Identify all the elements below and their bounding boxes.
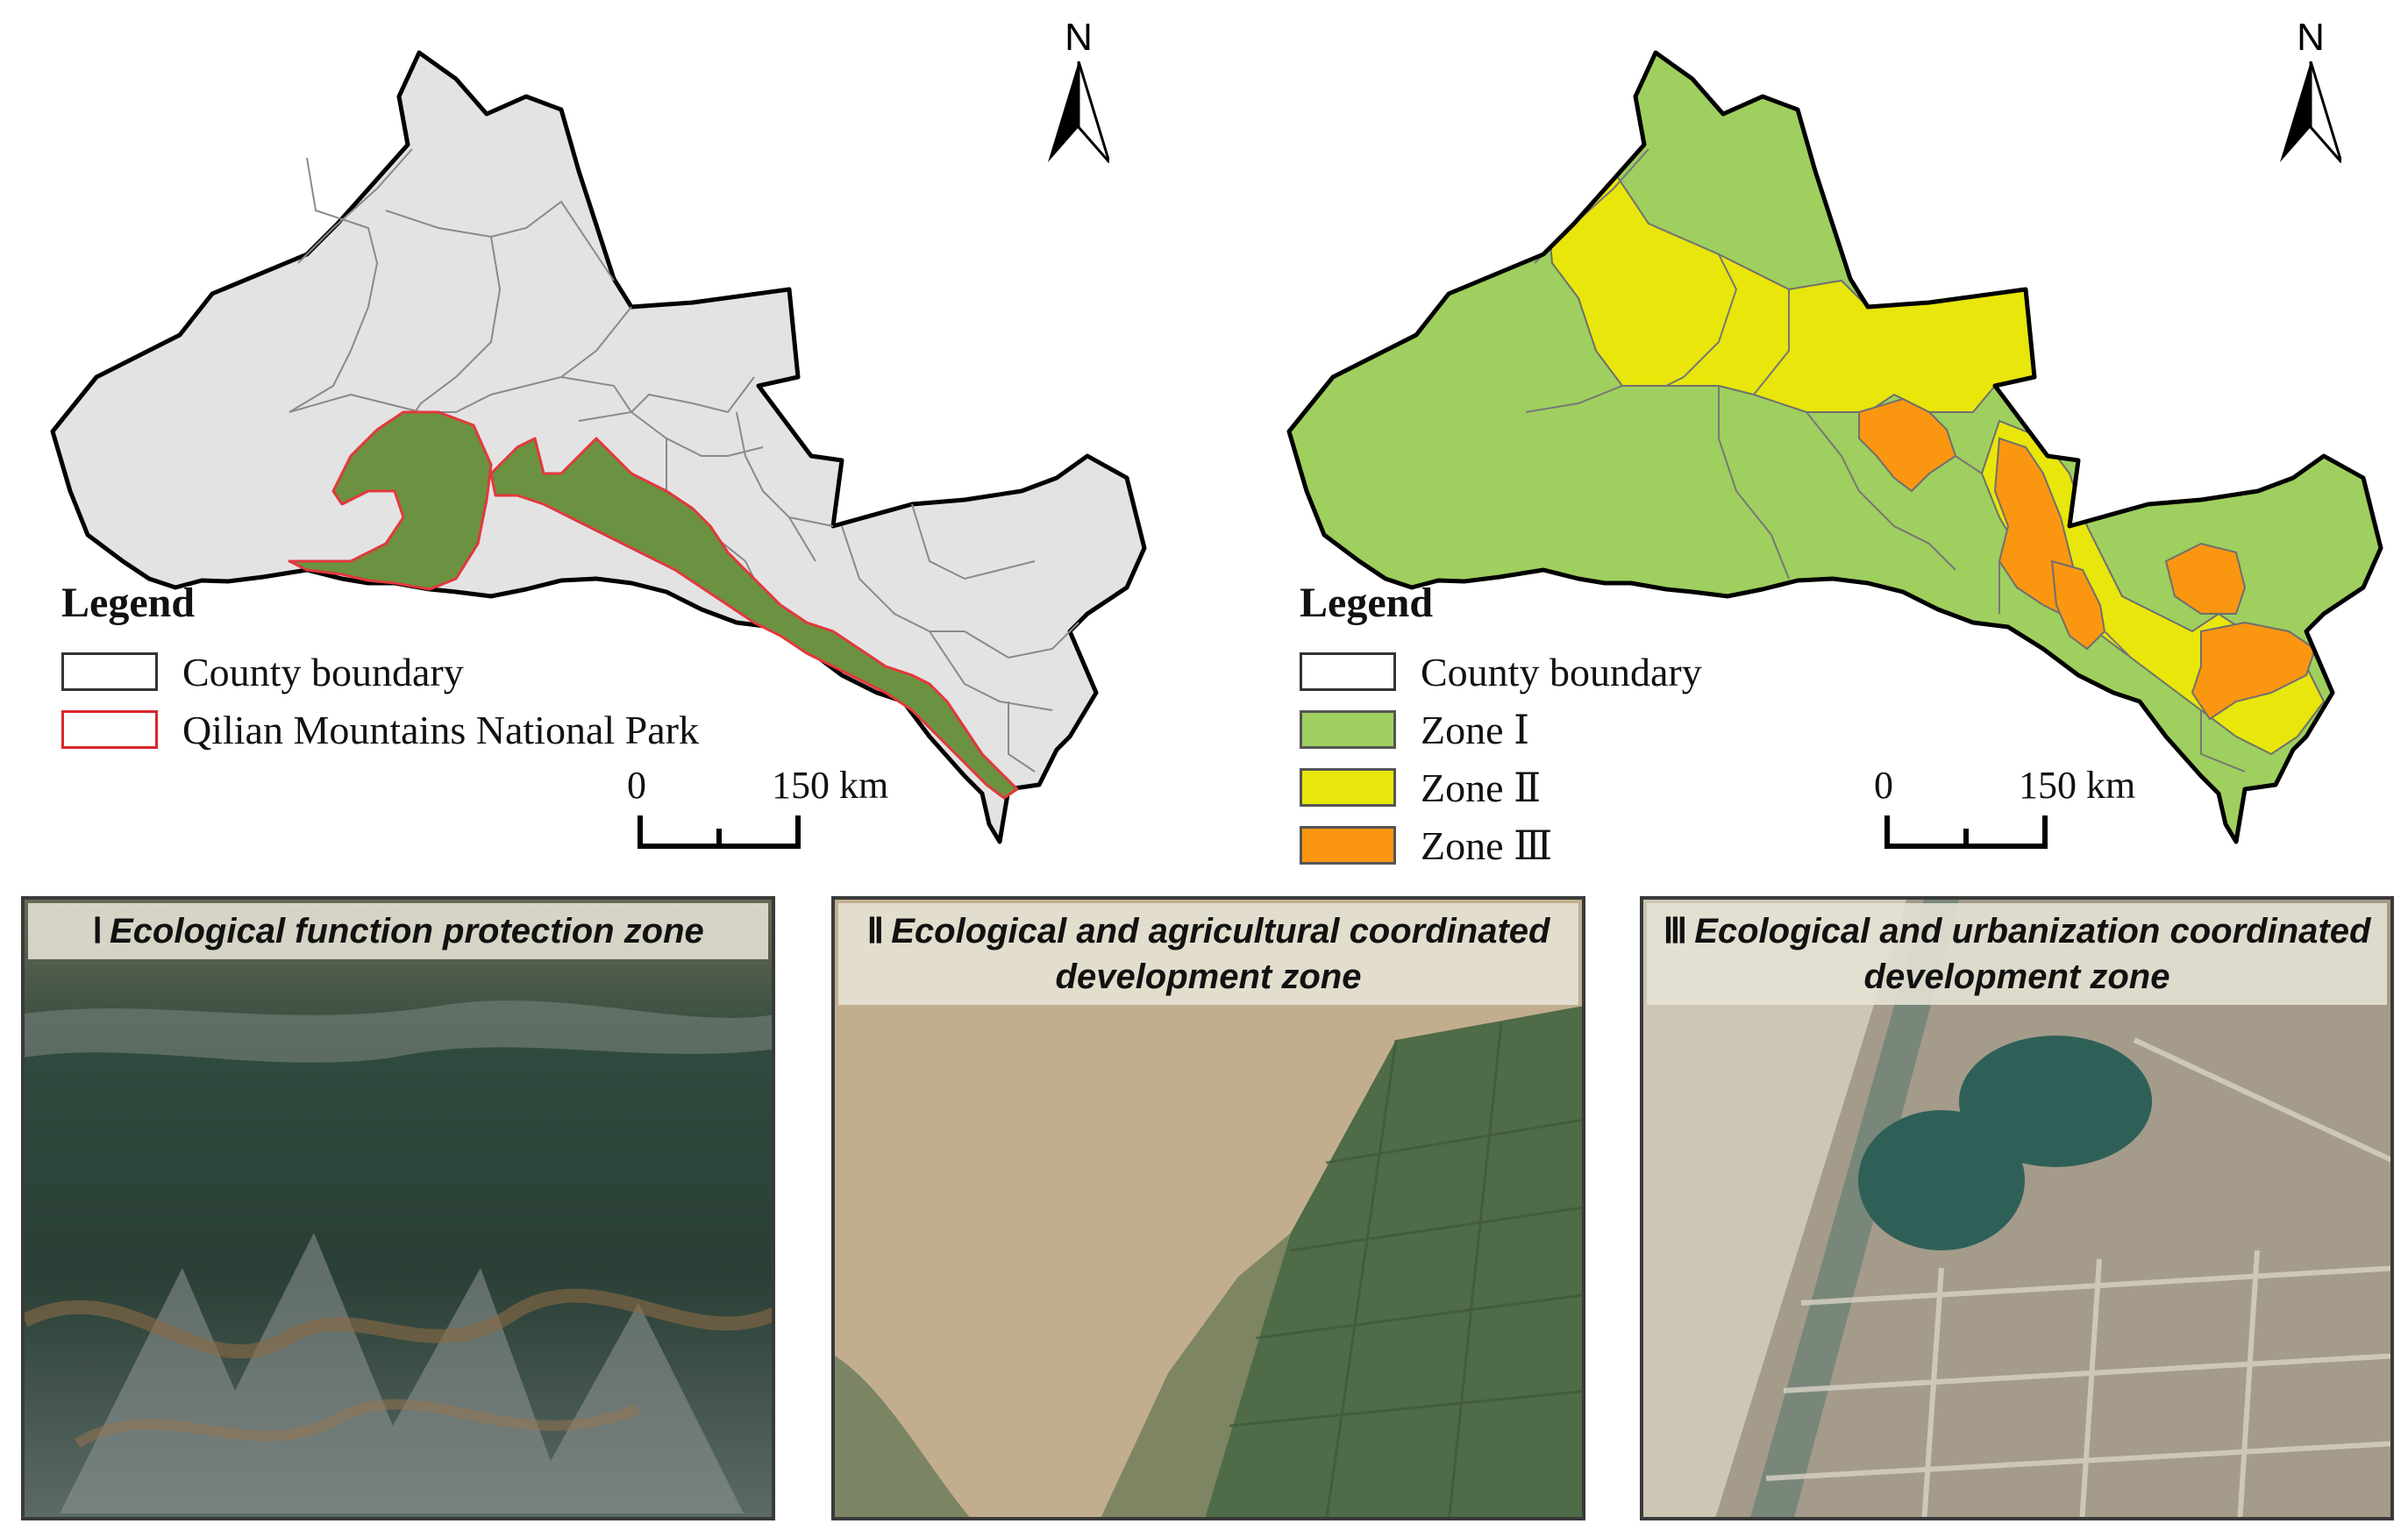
legend-label: Zone Ⅱ bbox=[1421, 765, 1542, 810]
zone-3-fill bbox=[2050, 559, 2106, 651]
scale-bar-icon bbox=[1884, 815, 2048, 849]
study-region-outline bbox=[1286, 50, 2383, 844]
scale-bar-icon bbox=[638, 815, 801, 849]
zone-numeral: Ⅲ bbox=[1663, 911, 1688, 951]
satellite-image-mountains bbox=[25, 900, 772, 1517]
zone-3-fill bbox=[2191, 621, 2317, 721]
legend-label: Qilian Mountains National Park bbox=[182, 707, 699, 752]
left-map-panel: N Legend County boundary Qilian Mountain… bbox=[0, 0, 1204, 877]
legend-title: Legend bbox=[61, 580, 196, 626]
north-arrow: N bbox=[1039, 16, 1118, 165]
zone-3-fill bbox=[2164, 542, 2247, 615]
north-label: N bbox=[1065, 16, 1093, 59]
legend-label: County boundary bbox=[182, 649, 464, 694]
legend-item-county: County boundary bbox=[1300, 643, 1702, 701]
zone-2-fill bbox=[1542, 156, 2036, 413]
photo-title: Ecological function protection zone bbox=[110, 912, 704, 951]
north-label: N bbox=[2297, 16, 2325, 59]
zone-3-swatch bbox=[1300, 826, 1396, 865]
photo-title: Ecological and agricultural coordinated … bbox=[891, 912, 1550, 996]
legend-title: Legend bbox=[1300, 580, 1434, 626]
north-arrow-icon bbox=[2280, 61, 2341, 163]
legend-item-zone-2: Zone Ⅱ bbox=[1300, 758, 1702, 816]
right-map-panel: N Legend County boundary Zone Ⅰ Zone Ⅱ Z… bbox=[1228, 0, 2408, 877]
legend-label: County boundary bbox=[1421, 649, 1702, 694]
scale-end: 150 km bbox=[772, 764, 889, 807]
zone-numeral: Ⅱ bbox=[866, 911, 885, 951]
scale-start: 0 bbox=[627, 764, 646, 807]
left-map-canvas bbox=[50, 50, 1147, 844]
zone-3-fill bbox=[1858, 397, 1957, 493]
zone-1-swatch bbox=[1300, 710, 1396, 749]
national-park-area bbox=[288, 410, 1019, 800]
legend-item-zone-1: Zone Ⅰ bbox=[1300, 701, 1702, 758]
legend-label: Zone Ⅲ bbox=[1421, 823, 1553, 868]
county-boundaries bbox=[289, 148, 1079, 773]
scale-start: 0 bbox=[1874, 764, 1893, 807]
north-arrow-icon bbox=[1048, 61, 1109, 163]
legend-right: Legend County boundary Zone Ⅰ Zone Ⅱ Zon… bbox=[1300, 579, 1702, 874]
county-boundary-swatch bbox=[1300, 652, 1396, 691]
photo-title: Ecological and urbanization coordinated … bbox=[1694, 912, 2371, 996]
legend-item-zone-3: Zone Ⅲ bbox=[1300, 816, 1702, 874]
photo-banner: Ⅲ Ecological and urbanization coordinated… bbox=[1647, 903, 2387, 1005]
photo-banner: Ⅱ Ecological and agricultural coordinated… bbox=[838, 903, 1578, 1005]
scale-bar-left: 0 150 km bbox=[627, 763, 888, 859]
photo-panel-zone-3: Ⅲ Ecological and urbanization coordinated… bbox=[1640, 896, 2394, 1520]
legend-left: Legend County boundary Qilian Mountains … bbox=[61, 579, 699, 758]
county-boundary-swatch bbox=[61, 652, 158, 691]
scale-end: 150 km bbox=[2019, 764, 2136, 807]
legend-label: Zone Ⅰ bbox=[1421, 708, 1530, 752]
legend-item-county: County boundary bbox=[61, 643, 699, 701]
photo-banner: Ⅰ Ecological function protection zone bbox=[28, 903, 768, 959]
zone-numeral: Ⅰ bbox=[92, 911, 103, 951]
right-map-canvas bbox=[1286, 50, 2383, 844]
legend-item-park: Qilian Mountains National Park bbox=[61, 701, 699, 758]
scale-bar-right: 0 150 km bbox=[1874, 763, 2135, 859]
park-swatch bbox=[61, 710, 158, 749]
photo-panel-zone-2: Ⅱ Ecological and agricultural coordinated… bbox=[831, 896, 1585, 1520]
zone-2-swatch bbox=[1300, 768, 1396, 807]
north-arrow: N bbox=[2271, 16, 2350, 165]
photo-panel-zone-1: Ⅰ Ecological function protection zone bbox=[21, 896, 775, 1520]
